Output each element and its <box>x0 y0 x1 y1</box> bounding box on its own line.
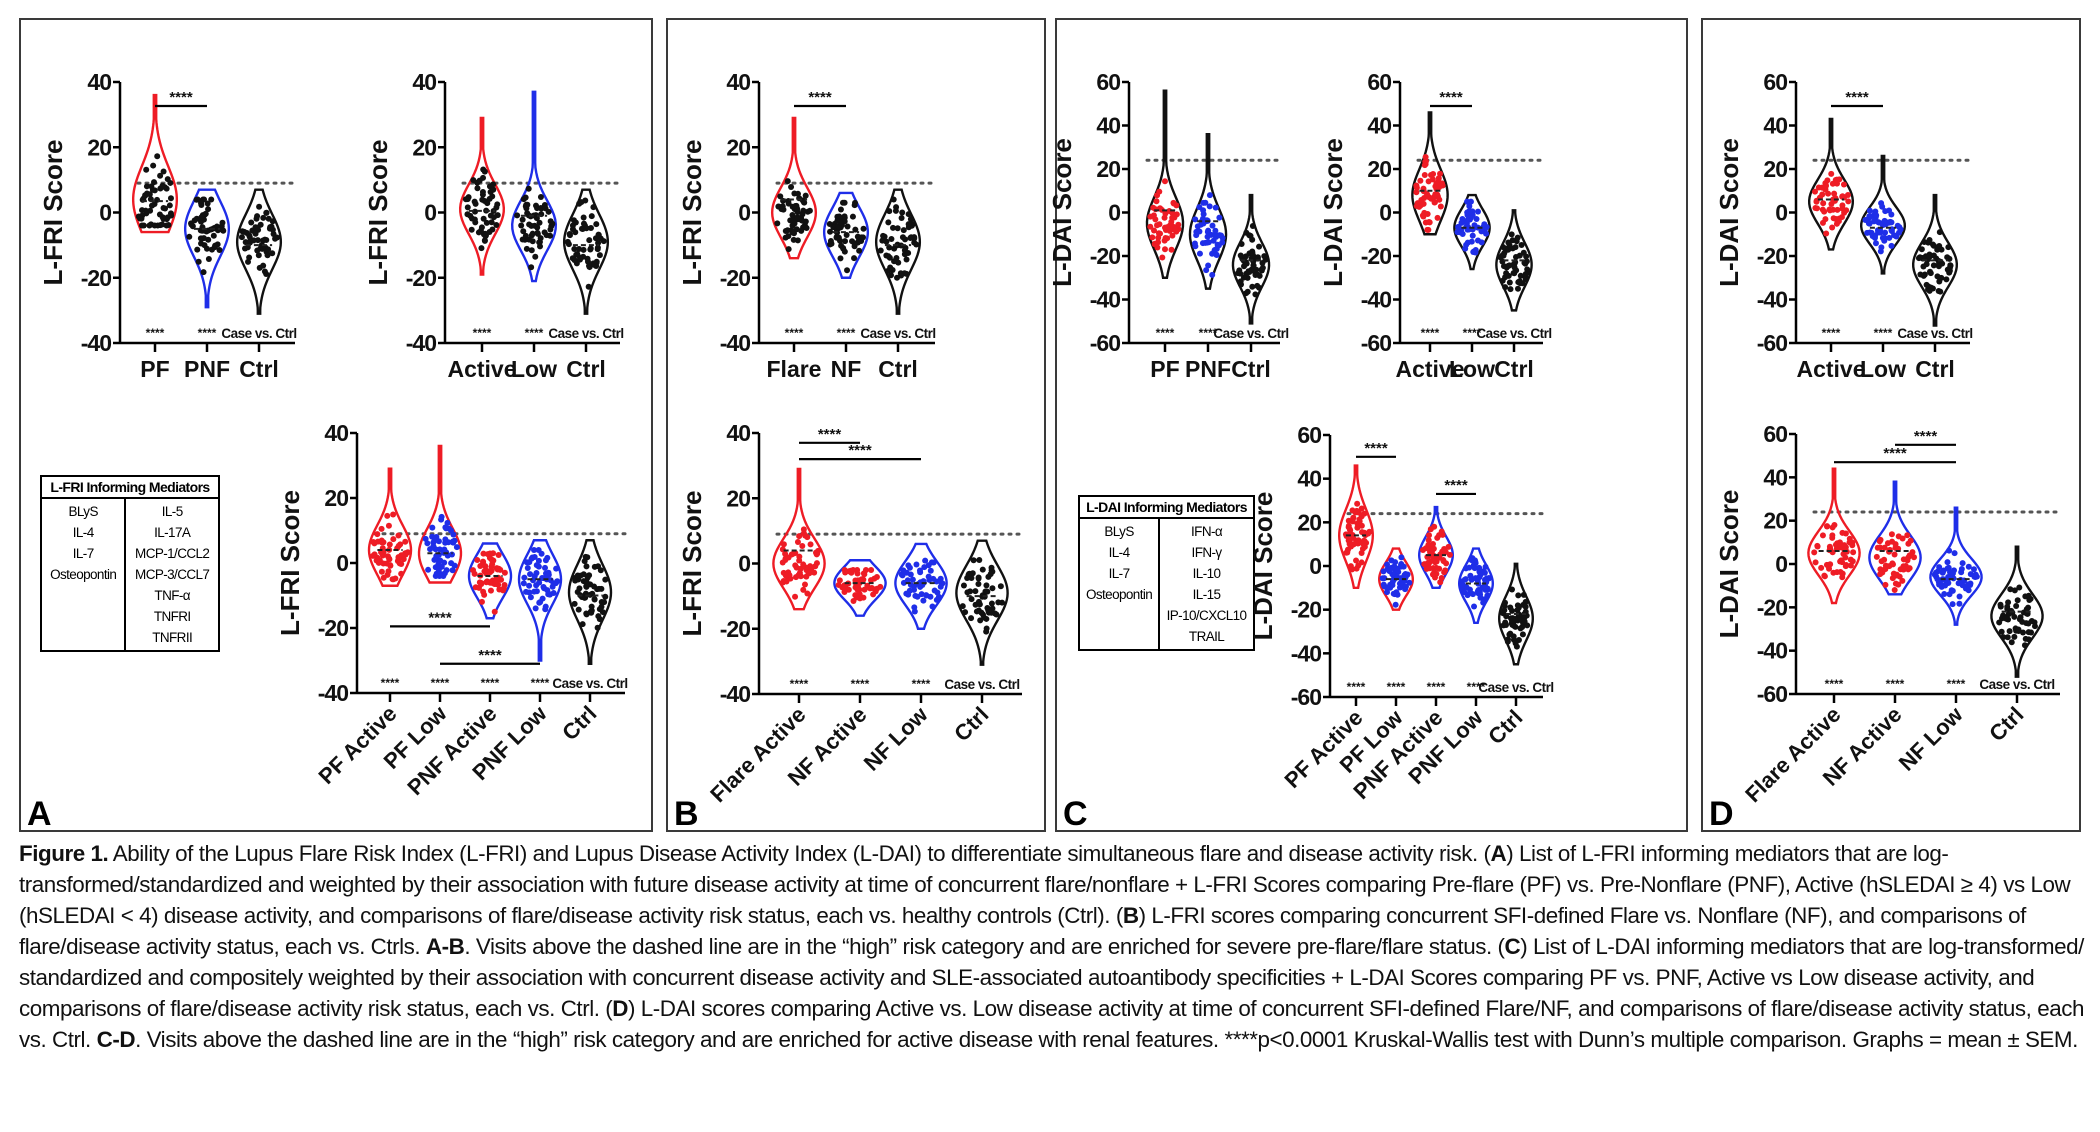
panel-b: B <box>666 18 1046 833</box>
mediator-item: IL-17A <box>154 525 191 540</box>
caption-text: ) L-DAI scores comparing Active vs. Low … <box>19 996 2084 1052</box>
lfri-mediators-table: L-FRI Informing Mediators BLyS IL-4 IL-7 Os… <box>40 475 220 652</box>
mediator-item: IFN-α <box>1191 524 1223 539</box>
caption-bold: C <box>1504 934 1521 959</box>
mediator-item: IL-5 <box>161 504 183 519</box>
caption-text: . Visits above the dashed line are in th… <box>135 1027 2078 1052</box>
panel-d: D <box>1701 18 2081 833</box>
mediator-item: IL-15 <box>1192 587 1221 602</box>
mediator-item: TNF-α <box>154 588 190 603</box>
mediator-item: IP-10/CXCL10 <box>1166 608 1247 623</box>
lfri-mediators-title: L-FRI Informing Mediators <box>41 476 219 499</box>
panel-a: A <box>19 18 653 833</box>
caption-bold: A-B <box>425 934 465 959</box>
lfri-mediators-right: IL-5 IL-17A MCP-1/CCL2 MCP-3/CCL7 TNF-α TNFRI… <box>125 498 219 651</box>
caption-text: Ability of the Lupus Flare Risk Index (L… <box>108 841 1491 866</box>
ldai-mediators-table: L-DAI Informing Mediators BLyS IL-4 IL-7 Os… <box>1078 495 1255 651</box>
panel-letter-b: B <box>674 795 699 833</box>
lfri-mediators-left: BLyS IL-4 IL-7 Osteopontin <box>41 498 127 651</box>
panel-letter-d: D <box>1709 795 1734 833</box>
panel-c: C <box>1055 18 1688 833</box>
ldai-mediators-left: BLyS IL-4 IL-7 Osteopontin <box>1079 518 1161 650</box>
mediator-item: IL-10 <box>1192 566 1221 581</box>
mediator-item: BLyS <box>1104 524 1134 539</box>
mediator-item: IL-7 <box>72 546 94 561</box>
mediator-item: Osteopontin <box>1085 587 1153 602</box>
figure-caption: Figure 1. Ability of the Lupus Flare Ris… <box>19 838 2089 1055</box>
caption-text: ) L-FRI scores comparing concurrent SFI-… <box>19 903 2026 959</box>
mediator-item: IL-7 <box>1108 566 1130 581</box>
panel-letter-a: A <box>27 795 52 833</box>
ldai-mediators-right: IFN-α IFN-γ IL-10 IL-15 IP-10/CXCL10 TRAIL <box>1159 518 1254 650</box>
mediator-item: IFN-γ <box>1191 545 1223 560</box>
caption-text: ) List of L-FRI informing mediators that… <box>19 841 2071 928</box>
caption-bold: D <box>612 996 629 1021</box>
mediator-item: TRAIL <box>1188 629 1225 644</box>
caption-text: ) List of L-DAI informing mediators that… <box>19 934 2084 1021</box>
caption-bold: C-D <box>96 1027 136 1052</box>
mediator-item: IL-4 <box>1108 545 1130 560</box>
mediator-item: BLyS <box>68 504 99 519</box>
ldai-mediators-title: L-DAI Informing Mediators <box>1079 496 1254 519</box>
mediator-item: MCP-3/CCL7 <box>135 567 210 582</box>
panel-letter-c: C <box>1063 795 1088 833</box>
mediator-item: IL-4 <box>72 525 94 540</box>
caption-bold: Figure 1. <box>19 841 109 866</box>
caption-bold: B <box>1122 903 1139 928</box>
mediator-item: TNFRI <box>153 609 191 624</box>
mediator-item: MCP-1/CCL2 <box>135 546 210 561</box>
mediator-item: Osteopontin <box>50 567 117 582</box>
caption-bold: A <box>1490 841 1507 866</box>
caption-text: . Visits above the dashed line are in th… <box>464 934 1505 959</box>
mediator-item: TNFRII <box>152 630 193 645</box>
